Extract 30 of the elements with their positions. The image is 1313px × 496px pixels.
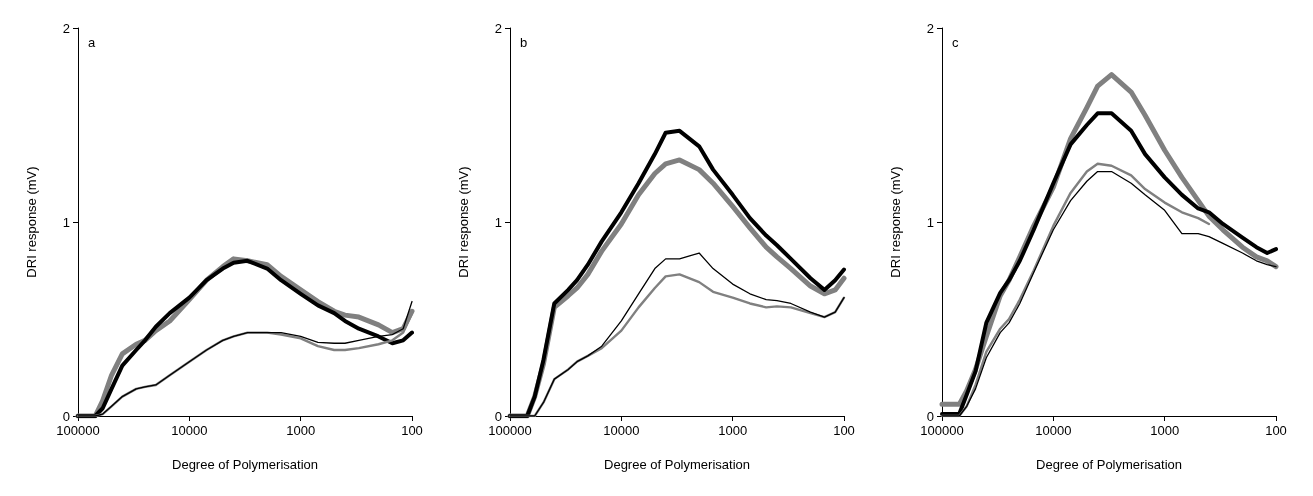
y-tick-label: 1 xyxy=(494,214,502,230)
x-axis-title: Degree of Polymerisation xyxy=(1036,457,1182,472)
annotation: b xyxy=(520,35,528,50)
x-tick-label: 100 xyxy=(401,423,423,438)
y-axis-title: DRI response (mV) xyxy=(24,166,39,278)
x-tick-label: 100000 xyxy=(56,423,100,438)
annotation: a xyxy=(88,35,96,50)
y-tick-label: 2 xyxy=(62,20,70,36)
y-axis-title: DRI response (mV) xyxy=(888,166,903,278)
x-axis-title: Degree of Polymerisation xyxy=(604,457,750,472)
x-tick-label: 10000 xyxy=(603,423,640,438)
x-tick-label: 1000 xyxy=(286,423,316,438)
y-tick-label: 1 xyxy=(62,214,70,230)
y-tick-label: 2 xyxy=(926,20,934,36)
y-tick-label: 0 xyxy=(494,408,502,424)
x-tick-label: 1000 xyxy=(718,423,748,438)
x-tick-label: 1000 xyxy=(1150,423,1180,438)
x-tick-label: 100 xyxy=(833,423,855,438)
x-tick-label: 10000 xyxy=(171,423,208,438)
annotation: c xyxy=(952,35,959,50)
y-tick-label: 1 xyxy=(926,214,934,230)
y-tick-label: 0 xyxy=(926,408,934,424)
y-tick-label: 0 xyxy=(62,408,70,424)
y-tick-label: 2 xyxy=(494,20,502,36)
x-axis-title: Degree of Polymerisation xyxy=(172,457,318,472)
x-tick-label: 100 xyxy=(1265,423,1287,438)
y-axis-title: DRI response (mV) xyxy=(456,166,471,278)
x-tick-label: 100000 xyxy=(488,423,532,438)
x-tick-label: 100000 xyxy=(920,423,964,438)
x-tick-label: 10000 xyxy=(1035,423,1072,438)
